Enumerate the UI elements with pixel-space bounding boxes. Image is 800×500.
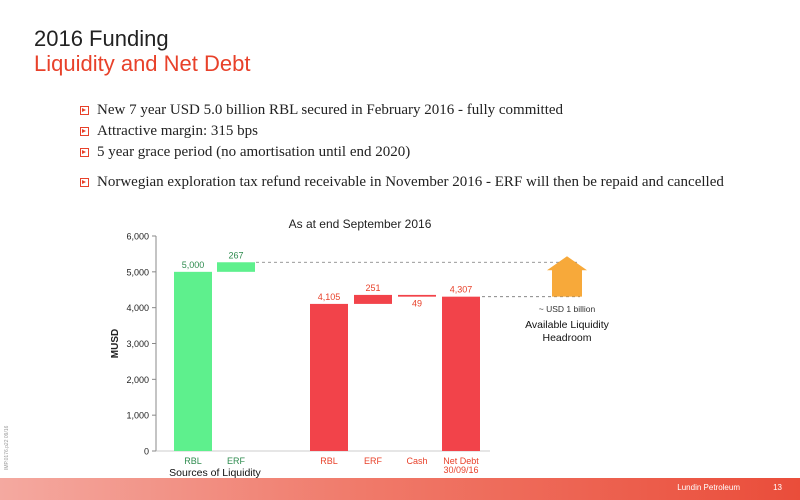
bar-value-label: 4,105 — [318, 292, 341, 302]
category-label: Net Debt — [443, 456, 479, 466]
y-tick-label: 3,000 — [126, 339, 149, 349]
document-code: IMP.0176.p22 09/16 — [4, 425, 10, 470]
y-tick-label: 4,000 — [126, 303, 149, 313]
bar-value-label: 251 — [365, 283, 380, 293]
annotation-line2: Headroom — [542, 332, 591, 344]
arrow-bullet-icon — [80, 127, 89, 136]
bar-value-label: 5,000 — [182, 260, 205, 270]
y-tick-label: 1,000 — [126, 411, 149, 421]
bullet-text: Attractive margin: 315 bps — [97, 123, 258, 139]
bullet-text: 5 year grace period (no amortisation unt… — [97, 144, 411, 160]
bullet-item: Attractive margin: 315 bps — [80, 121, 724, 142]
bullet-item: New 7 year USD 5.0 billion RBL secured i… — [80, 100, 724, 121]
category-label: 30/09/16 — [443, 465, 478, 475]
annotation-line1: Available Liquidity — [525, 319, 610, 331]
y-tick-label: 6,000 — [126, 232, 149, 242]
arrow-bullet-icon — [80, 148, 89, 157]
slide-subtitle: Liquidity and Net Debt — [34, 51, 251, 76]
annotation-approx: ~ USD 1 billion — [539, 304, 596, 314]
bar-3 — [354, 294, 392, 304]
bar-value-label: 267 — [228, 250, 243, 260]
bar-0 — [174, 271, 212, 451]
category-label: Cash — [406, 456, 427, 466]
arrow-bullet-icon — [80, 178, 89, 187]
bar-1 — [217, 262, 255, 272]
bullet-text: New 7 year USD 5.0 billion RBL secured i… — [97, 102, 564, 118]
chart-title: As at end September 2016 — [289, 217, 432, 231]
y-axis-label: MUSD — [110, 329, 121, 358]
headroom-up-arrow-icon — [547, 256, 587, 297]
group-label: Sources of Liquidity — [169, 467, 261, 479]
category-label: RBL — [184, 456, 202, 466]
y-tick-label: 2,000 — [126, 375, 149, 385]
category-label: RBL — [320, 456, 338, 466]
footer-bar — [0, 478, 800, 500]
bar-value-label: 49 — [412, 299, 422, 309]
bar-value-label: 4,307 — [450, 285, 473, 295]
arrow-bullet-icon — [80, 106, 89, 115]
bullet-item: Norwegian exploration tax refund receiva… — [80, 172, 724, 193]
bar-4 — [398, 294, 436, 297]
footer-brand: Lundin Petroleum — [677, 483, 740, 492]
category-label: ERF — [364, 456, 383, 466]
bar-5 — [442, 296, 480, 451]
bullet-list: New 7 year USD 5.0 billion RBL secured i… — [80, 100, 724, 193]
y-tick-label: 0 — [144, 447, 149, 457]
bullet-text: Norwegian exploration tax refund receiva… — [97, 174, 724, 190]
waterfall-chart: As at end September 2016 0 1,000 2,000 3,000… — [110, 217, 610, 479]
y-tick-label: 5,000 — [126, 267, 149, 277]
page-number: 13 — [773, 483, 782, 492]
bar-2 — [310, 303, 348, 451]
slide-title: 2016 Funding — [34, 26, 169, 51]
bullet-item: 5 year grace period (no amortisation unt… — [80, 142, 724, 163]
category-label: ERF — [227, 456, 246, 466]
